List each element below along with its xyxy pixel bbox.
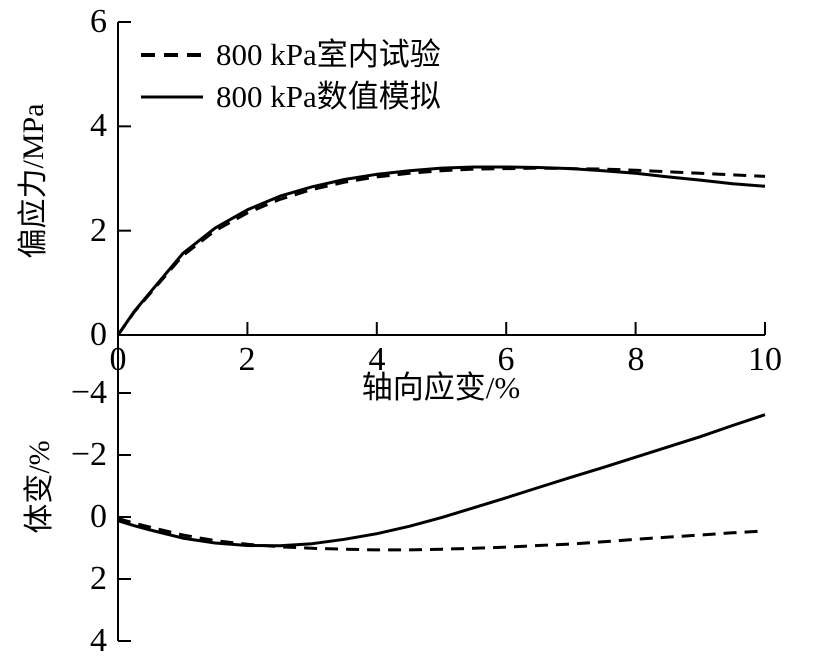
legend-item-test: 800 kPa室内试验 — [140, 34, 441, 76]
x-tick-6: 6 — [497, 341, 515, 378]
top-y-tick-4: 4 — [90, 107, 107, 144]
x-tick-4: 4 — [368, 341, 386, 378]
top-y-tick-2: 2 — [90, 212, 107, 249]
x-tick-10: 10 — [748, 341, 782, 378]
bottom-y-tick-m2: −2 — [70, 436, 107, 473]
bottom-y-tick-m4: −4 — [70, 374, 107, 411]
bottom-y-tick-2: 2 — [90, 560, 107, 597]
legend-label-test: 800 kPa室内试验 — [216, 37, 441, 72]
dashed-line-sample — [141, 53, 203, 57]
curve-deviatoric-stress-solid — [116, 165, 766, 336]
bottom-y-tick-0: 0 — [90, 498, 107, 535]
top-y-tick-6: 6 — [90, 3, 107, 40]
curve-deviatoric-stress-dashed — [116, 166, 766, 336]
x-tick-8: 8 — [627, 341, 645, 378]
solid-line-sample — [141, 95, 203, 99]
bottom-y-axis-label: 体变/% — [23, 440, 56, 534]
top-y-axis-label: 偏应力/MPa — [17, 103, 50, 259]
bottom-y-tick-4: 4 — [90, 622, 107, 659]
legend: 800 kPa室内试验 800 kPa数值模拟 — [140, 34, 441, 118]
x-tick-2: 2 — [238, 341, 256, 378]
legend-label-sim: 800 kPa数值模拟 — [216, 79, 441, 114]
x-tick-0: 0 — [109, 341, 127, 378]
x-axis-label: 轴向应变/% — [361, 370, 521, 405]
curve-volumetric-strain-dashed — [117, 517, 766, 552]
top-y-tick-0: 0 — [90, 316, 107, 353]
legend-item-sim: 800 kPa数值模拟 — [140, 76, 441, 118]
curve-volumetric-strain-solid — [117, 413, 766, 548]
